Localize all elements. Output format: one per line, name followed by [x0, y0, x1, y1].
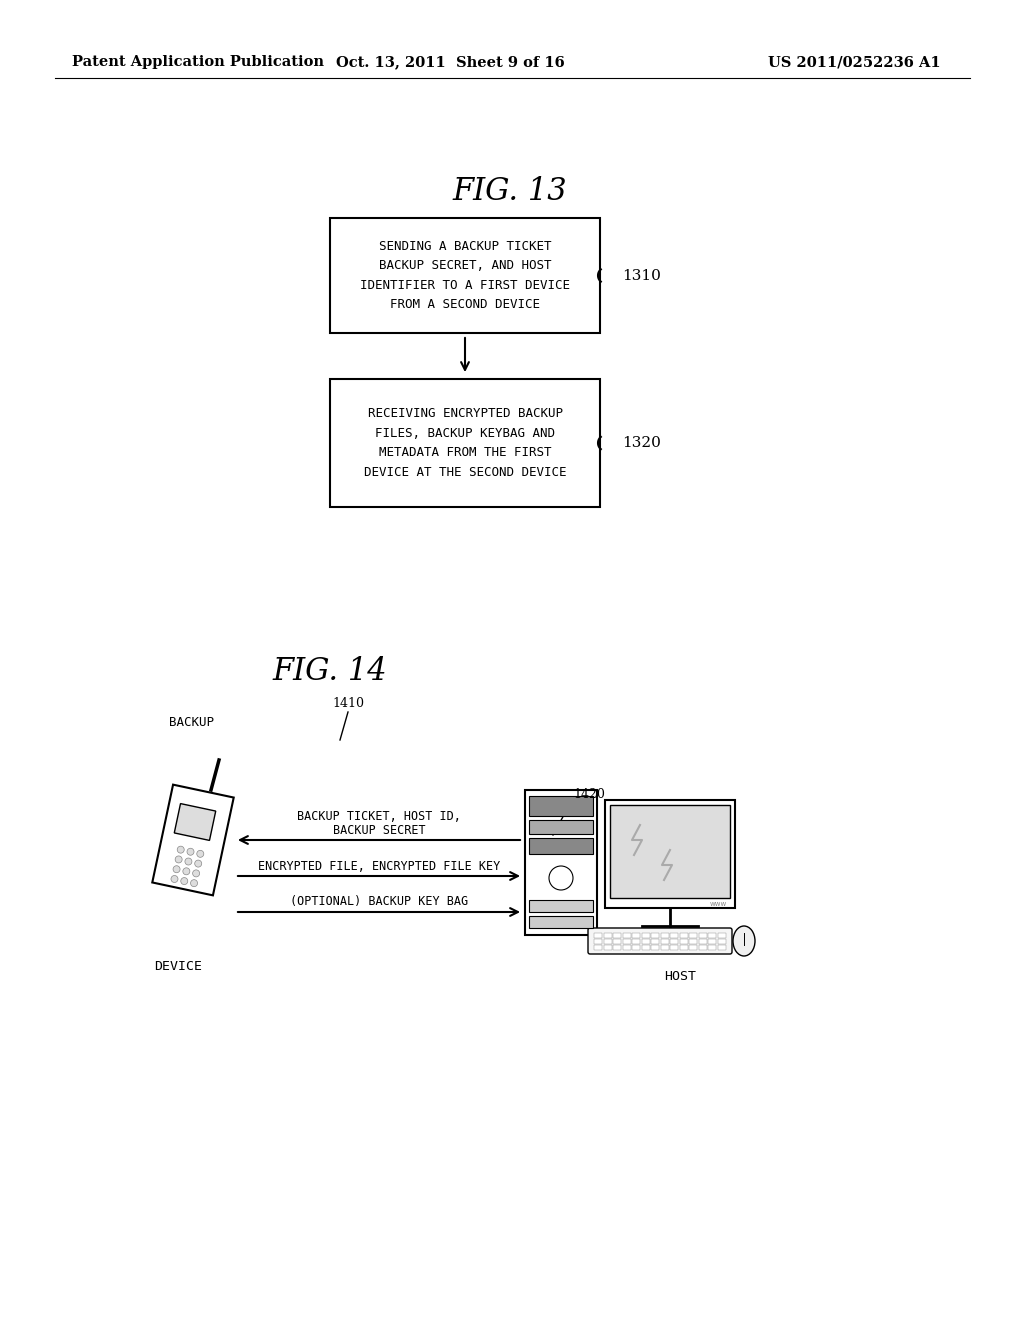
FancyBboxPatch shape	[708, 939, 716, 944]
FancyBboxPatch shape	[603, 939, 611, 944]
Text: BACKUP TICKET, HOST ID,: BACKUP TICKET, HOST ID,	[297, 809, 461, 822]
FancyBboxPatch shape	[651, 933, 659, 937]
Circle shape	[177, 846, 184, 853]
FancyBboxPatch shape	[605, 800, 735, 908]
FancyBboxPatch shape	[529, 916, 593, 928]
Text: 1410: 1410	[332, 697, 364, 710]
Text: (OPTIONAL) BACKUP KEY BAG: (OPTIONAL) BACKUP KEY BAG	[290, 895, 468, 908]
FancyBboxPatch shape	[718, 945, 725, 949]
FancyBboxPatch shape	[525, 789, 597, 935]
FancyBboxPatch shape	[708, 933, 716, 937]
FancyBboxPatch shape	[594, 939, 602, 944]
Polygon shape	[153, 784, 233, 895]
Text: RECEIVING ENCRYPTED BACKUP
FILES, BACKUP KEYBAG AND
METADATA FROM THE FIRST
DEVI: RECEIVING ENCRYPTED BACKUP FILES, BACKUP…	[364, 408, 566, 479]
Text: FIG. 14: FIG. 14	[272, 656, 387, 688]
Text: US 2011/0252236 A1: US 2011/0252236 A1	[768, 55, 941, 69]
Circle shape	[175, 855, 182, 863]
FancyBboxPatch shape	[660, 939, 669, 944]
FancyBboxPatch shape	[610, 805, 730, 898]
FancyBboxPatch shape	[651, 945, 659, 949]
Circle shape	[549, 866, 573, 890]
FancyBboxPatch shape	[718, 939, 725, 944]
FancyBboxPatch shape	[623, 945, 631, 949]
Circle shape	[187, 849, 194, 855]
FancyBboxPatch shape	[660, 933, 669, 937]
FancyBboxPatch shape	[632, 939, 640, 944]
FancyBboxPatch shape	[330, 379, 600, 507]
FancyBboxPatch shape	[698, 939, 707, 944]
FancyBboxPatch shape	[641, 945, 649, 949]
Polygon shape	[174, 804, 216, 841]
FancyBboxPatch shape	[689, 939, 697, 944]
FancyBboxPatch shape	[623, 933, 631, 937]
Text: 1310: 1310	[622, 268, 660, 282]
FancyBboxPatch shape	[603, 945, 611, 949]
FancyBboxPatch shape	[613, 945, 621, 949]
FancyBboxPatch shape	[660, 945, 669, 949]
Text: FIG. 13: FIG. 13	[453, 177, 567, 207]
Text: ENCRYPTED FILE, ENCRYPTED FILE KEY: ENCRYPTED FILE, ENCRYPTED FILE KEY	[258, 859, 500, 873]
FancyBboxPatch shape	[689, 933, 697, 937]
Text: BACKUP SECRET: BACKUP SECRET	[333, 824, 425, 837]
FancyBboxPatch shape	[613, 933, 621, 937]
FancyBboxPatch shape	[698, 945, 707, 949]
FancyBboxPatch shape	[632, 933, 640, 937]
Circle shape	[173, 866, 180, 873]
FancyBboxPatch shape	[632, 945, 640, 949]
FancyBboxPatch shape	[529, 838, 593, 854]
FancyBboxPatch shape	[330, 218, 600, 333]
FancyBboxPatch shape	[529, 820, 593, 834]
FancyBboxPatch shape	[588, 928, 732, 954]
Text: 1320: 1320	[622, 436, 660, 450]
Text: 1420: 1420	[573, 788, 605, 801]
Text: SENDING A BACKUP TICKET
BACKUP SECRET, AND HOST
IDENTIFIER TO A FIRST DEVICE
FRO: SENDING A BACKUP TICKET BACKUP SECRET, A…	[360, 240, 570, 312]
Text: Oct. 13, 2011  Sheet 9 of 16: Oct. 13, 2011 Sheet 9 of 16	[336, 55, 564, 69]
FancyBboxPatch shape	[708, 945, 716, 949]
FancyBboxPatch shape	[529, 900, 593, 912]
Circle shape	[185, 858, 191, 865]
FancyBboxPatch shape	[594, 933, 602, 937]
Text: Patent Application Publication: Patent Application Publication	[72, 55, 324, 69]
FancyBboxPatch shape	[623, 939, 631, 944]
FancyBboxPatch shape	[529, 796, 593, 816]
FancyBboxPatch shape	[680, 933, 687, 937]
FancyBboxPatch shape	[651, 939, 659, 944]
Circle shape	[181, 878, 187, 884]
FancyBboxPatch shape	[594, 945, 602, 949]
Text: BACKUP: BACKUP	[170, 715, 214, 729]
FancyBboxPatch shape	[670, 945, 678, 949]
FancyBboxPatch shape	[603, 933, 611, 937]
Circle shape	[183, 867, 189, 875]
Text: DEVICE: DEVICE	[154, 960, 202, 973]
FancyBboxPatch shape	[613, 939, 621, 944]
Text: www: www	[710, 902, 727, 907]
Text: HOST: HOST	[664, 970, 696, 983]
FancyBboxPatch shape	[689, 945, 697, 949]
FancyBboxPatch shape	[718, 933, 725, 937]
FancyBboxPatch shape	[670, 939, 678, 944]
FancyBboxPatch shape	[680, 945, 687, 949]
FancyBboxPatch shape	[680, 939, 687, 944]
Circle shape	[193, 870, 200, 876]
Ellipse shape	[733, 927, 755, 956]
FancyBboxPatch shape	[641, 939, 649, 944]
Circle shape	[195, 861, 202, 867]
Circle shape	[171, 875, 178, 883]
FancyBboxPatch shape	[670, 933, 678, 937]
Circle shape	[197, 850, 204, 857]
FancyBboxPatch shape	[641, 933, 649, 937]
FancyBboxPatch shape	[698, 933, 707, 937]
Circle shape	[190, 879, 198, 887]
